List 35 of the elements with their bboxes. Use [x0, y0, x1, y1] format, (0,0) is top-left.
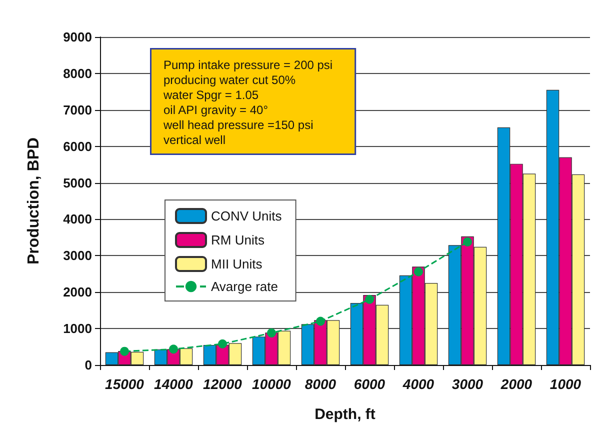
point — [463, 237, 472, 246]
x-tick-label: 6000 — [354, 376, 386, 392]
x-tick-label: 2000 — [500, 376, 532, 392]
x-tick-label: 3000 — [452, 376, 484, 392]
point — [365, 294, 374, 304]
legend-label: CONV Units — [211, 208, 282, 224]
x-tick-label: 14000 — [154, 376, 194, 392]
annotation: Pump intake pressure = 200 psi producing water cut 50% water Spgr = 1.05 oil API gravity = 40° well head pressure =150 psi vertical well — [162, 58, 333, 147]
legend-label: RM Units — [211, 232, 265, 248]
x-axis-title: Depth, ft — [314, 406, 376, 423]
y-tick-label: 5000 — [63, 175, 92, 190]
x-tick-label: 15000 — [105, 376, 144, 392]
point — [316, 316, 325, 326]
y-tick-label: 7000 — [63, 102, 92, 118]
y-tick-label: 4000 — [63, 212, 92, 227]
point — [218, 339, 227, 348]
x-tick-label: 12000 — [203, 376, 242, 392]
x-tick-label: 4000 — [402, 376, 434, 392]
legend-label: MII Units — [211, 256, 263, 272]
y-tick-label: 0 — [84, 358, 92, 372]
point — [414, 267, 423, 276]
point — [120, 346, 129, 356]
legend-label: Avarge rate — [211, 279, 278, 294]
y-tick-label: 9000 — [63, 30, 92, 44]
y-tick-label: 1000 — [63, 321, 92, 336]
x-tick-label: 1000 — [550, 376, 582, 392]
y-tick-label: 8000 — [63, 66, 92, 81]
y-tick-label: 6000 — [63, 138, 92, 154]
point — [267, 328, 276, 338]
y-axis-title: Production, BPD — [26, 137, 42, 265]
y-tick-label: 2000 — [63, 284, 92, 300]
y-tick-label: 3000 — [63, 248, 92, 264]
x-tick-label: 8000 — [304, 376, 336, 392]
point — [169, 344, 178, 354]
x-tick-label: 10000 — [252, 376, 292, 392]
